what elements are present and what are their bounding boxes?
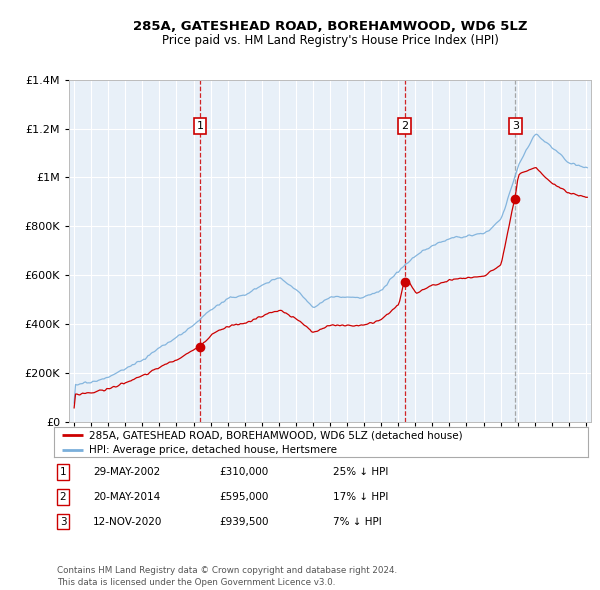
Text: 2: 2 — [59, 492, 67, 502]
Text: £310,000: £310,000 — [219, 467, 268, 477]
Text: Price paid vs. HM Land Registry's House Price Index (HPI): Price paid vs. HM Land Registry's House … — [161, 34, 499, 47]
Text: 3: 3 — [59, 517, 67, 526]
Text: 285A, GATESHEAD ROAD, BOREHAMWOOD, WD6 5LZ: 285A, GATESHEAD ROAD, BOREHAMWOOD, WD6 5… — [133, 20, 527, 33]
Text: HPI: Average price, detached house, Hertsmere: HPI: Average price, detached house, Hert… — [89, 445, 337, 454]
Text: 12-NOV-2020: 12-NOV-2020 — [93, 517, 163, 526]
Text: 25% ↓ HPI: 25% ↓ HPI — [333, 467, 388, 477]
Text: 1: 1 — [59, 467, 67, 477]
Text: Contains HM Land Registry data © Crown copyright and database right 2024.
This d: Contains HM Land Registry data © Crown c… — [57, 566, 397, 587]
Text: £595,000: £595,000 — [219, 492, 268, 502]
Text: 7% ↓ HPI: 7% ↓ HPI — [333, 517, 382, 526]
Text: £939,500: £939,500 — [219, 517, 269, 526]
Text: 285A, GATESHEAD ROAD, BOREHAMWOOD, WD6 5LZ (detached house): 285A, GATESHEAD ROAD, BOREHAMWOOD, WD6 5… — [89, 430, 463, 440]
Text: 2: 2 — [401, 121, 408, 131]
Text: 1: 1 — [196, 121, 203, 131]
Text: 29-MAY-2002: 29-MAY-2002 — [93, 467, 160, 477]
Text: 3: 3 — [512, 121, 519, 131]
Text: 20-MAY-2014: 20-MAY-2014 — [93, 492, 160, 502]
Text: 17% ↓ HPI: 17% ↓ HPI — [333, 492, 388, 502]
